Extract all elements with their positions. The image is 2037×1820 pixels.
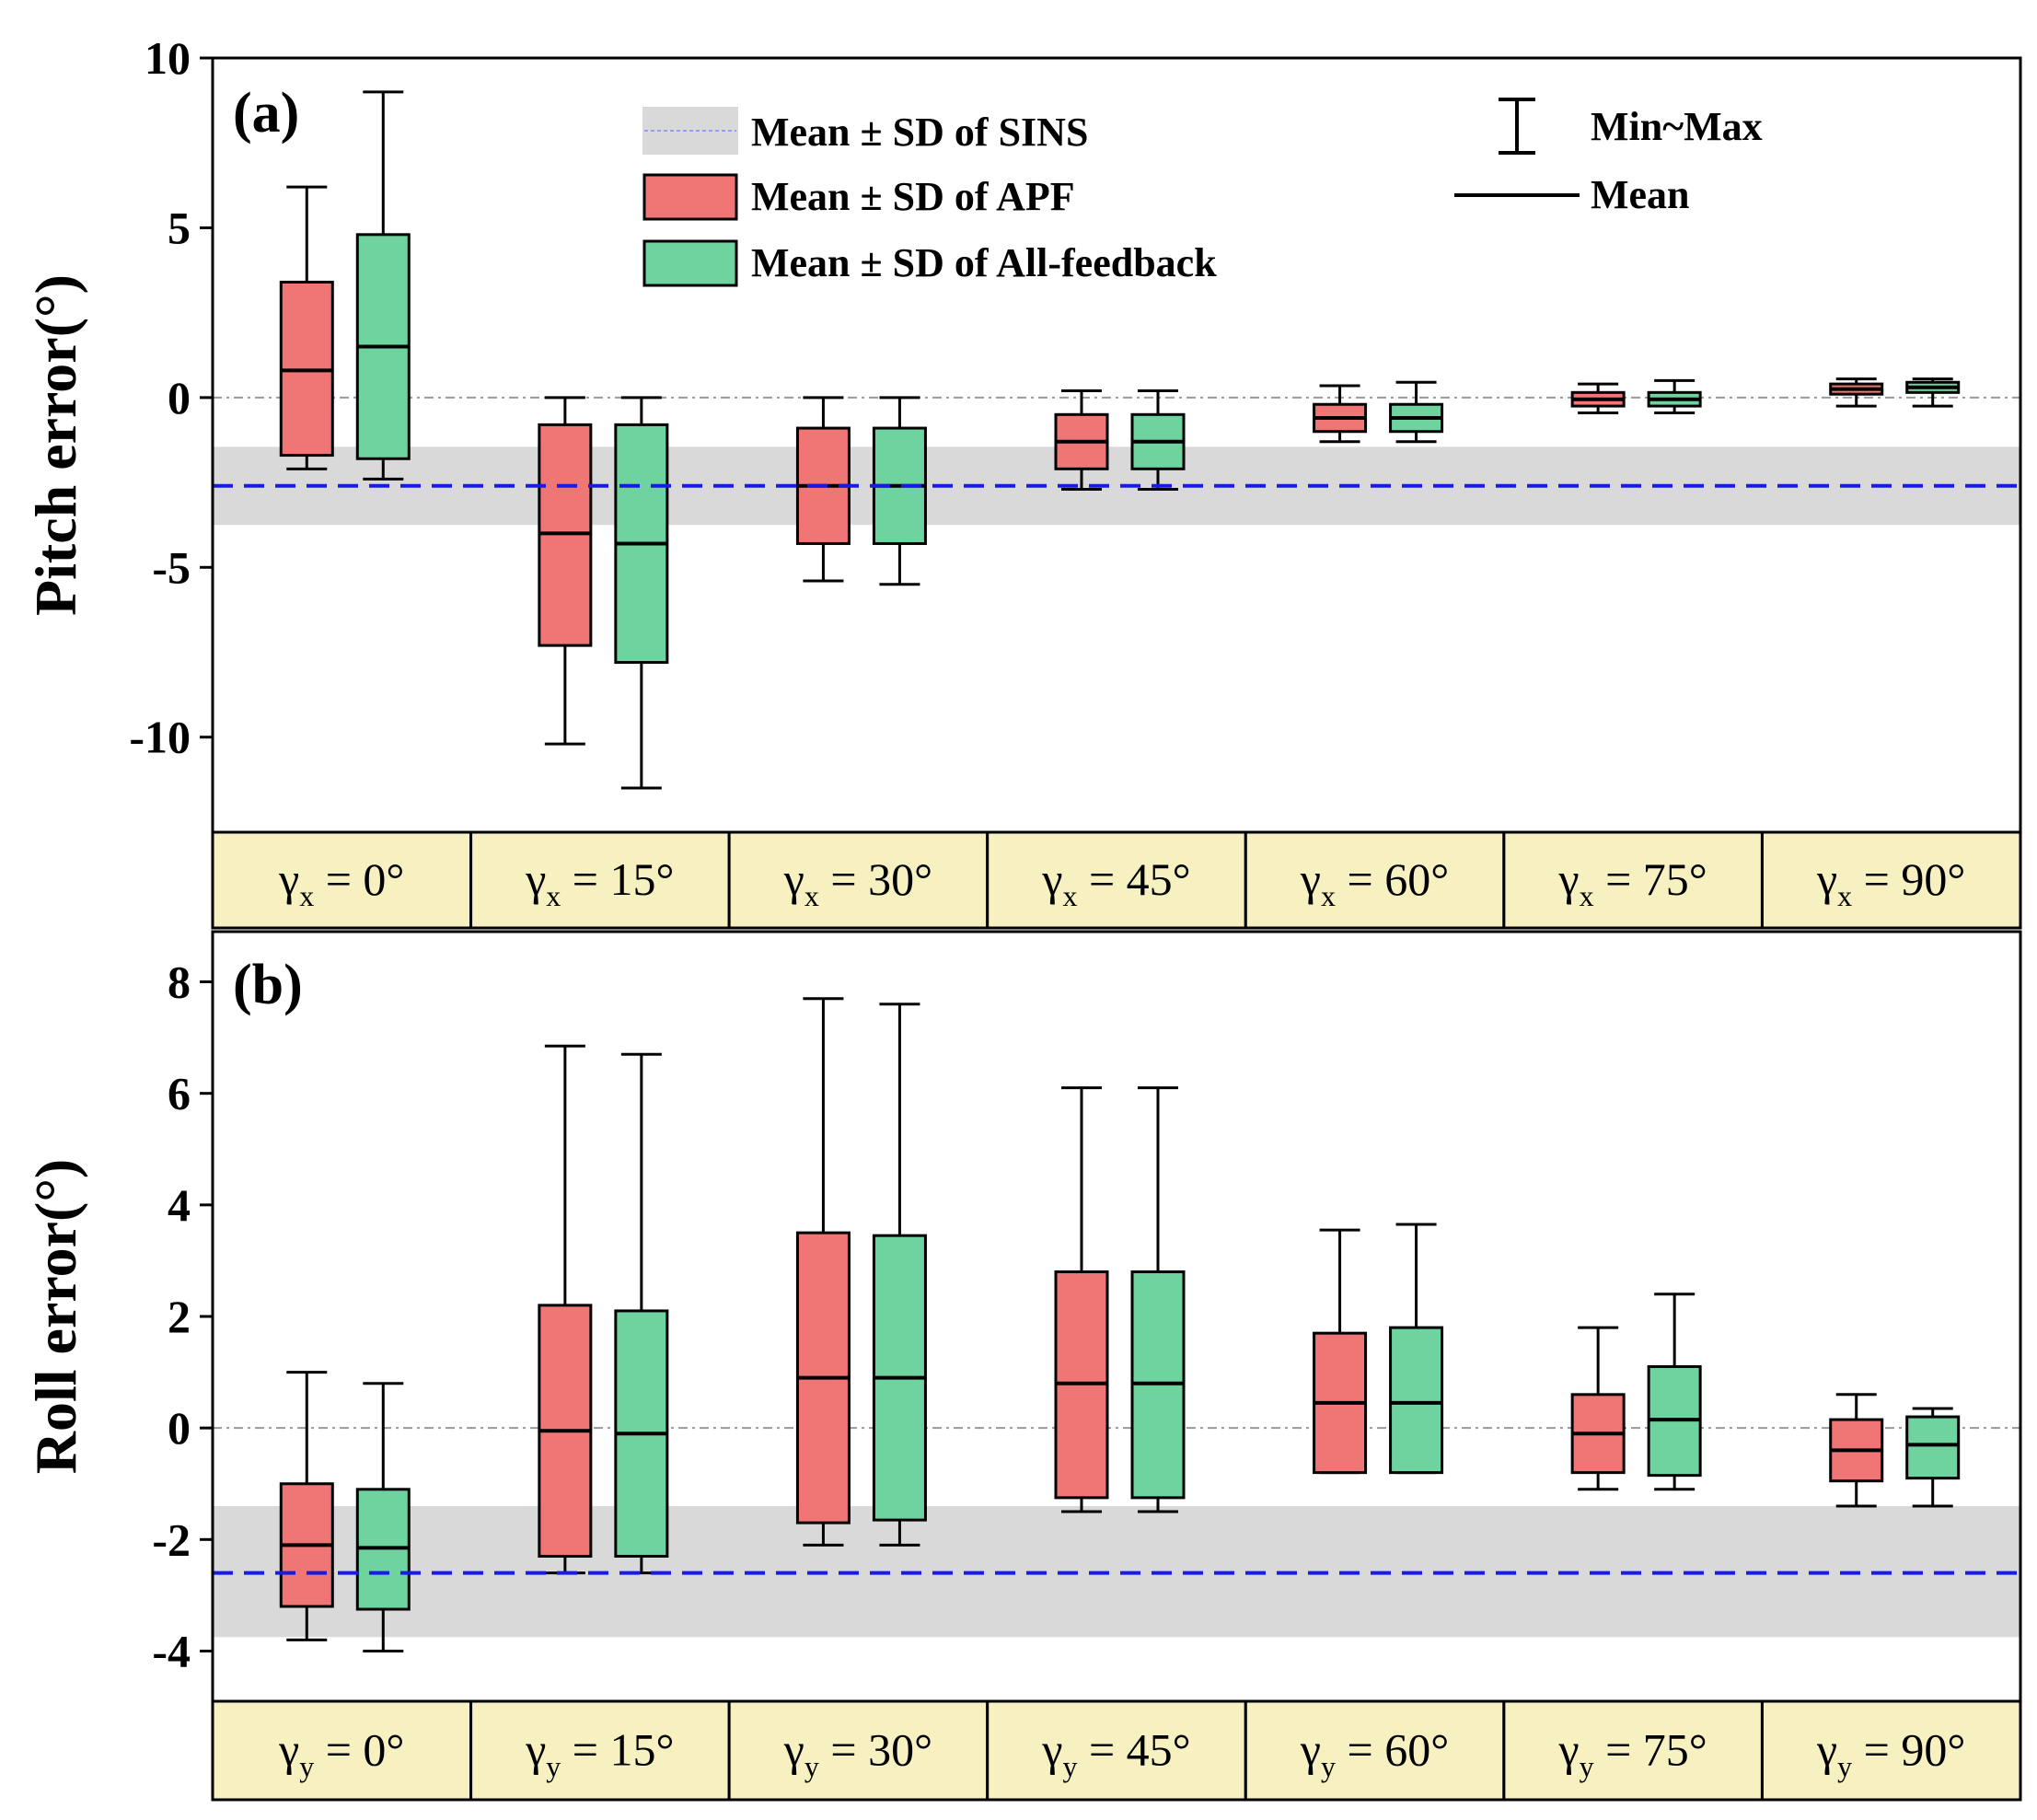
legend-allfeedback-swatch [642,239,738,287]
box-apf-3 [1054,388,1109,491]
box-apf-2 [795,396,851,583]
sd-box [1905,1415,1961,1480]
category-cell-1: γx = 15° [469,830,731,930]
category-cell-bg [211,1699,473,1802]
box-allfeedback-1 [614,396,669,790]
category-label: γy = 45° [1041,1724,1190,1783]
category-label: γx = 75° [1557,853,1707,912]
category-cell-bg [1244,830,1506,930]
box-allfeedback-0 [355,1382,411,1652]
category-cell-bg [211,830,473,930]
category-cell-4: γy = 60° [1244,1699,1506,1802]
y-tick-label: 8 [168,956,191,1008]
category-label: γy = 30° [783,1724,932,1783]
box-allfeedback-5 [1647,378,1702,414]
category-label: γx = 90° [1816,853,1965,912]
box-allfeedback-1 [614,1052,669,1575]
category-label: γy = 60° [1300,1724,1449,1783]
category-label: γx = 15° [525,853,674,912]
category-cell-5: γx = 75° [1502,830,1764,930]
y-axis-label: Roll error(°) [23,1159,88,1474]
category-cell-0: γx = 0° [211,830,473,930]
category-label: γy = 90° [1816,1724,1965,1783]
y-axis-label: Pitch error(°) [23,274,88,616]
plot-frame [211,56,2022,834]
category-label: γx = 30° [783,853,932,912]
category-cell-4: γx = 60° [1244,830,1506,930]
box-apf-0 [279,1371,334,1641]
y-tick-label: 10 [145,32,191,84]
box-apf-4 [1313,1228,1368,1475]
category-label: γx = 45° [1041,853,1190,912]
y-tick-label: -10 [129,712,191,763]
category-cell-3: γy = 45° [986,1699,1247,1802]
y-tick-label: 4 [168,1179,191,1231]
panel-tag: (b) [233,954,303,1016]
category-cell-bg [469,830,731,930]
legend-sins-label: Mean ± SD of SINS [751,110,1088,155]
category-cell-bg [469,1699,731,1802]
box-apf-4 [1313,384,1368,444]
box-allfeedback-6 [1905,1407,1961,1508]
category-cell-bg [727,1699,990,1802]
y-tick-label: 2 [168,1291,191,1342]
box-allfeedback-6 [1905,377,1961,408]
legend-apf-label: Mean ± SD of APF [751,174,1075,219]
category-cell-bg [986,1699,1247,1802]
sd-box [1389,1326,1444,1475]
box-allfeedback-5 [1647,1293,1702,1491]
panel-a-pitch: 10 5 0 -5 -10 Pitch error(°) (a) γx = 0° γx = 15… [23,32,2022,930]
box-allfeedback-4 [1389,1223,1444,1475]
legend-allfeedback-label: Mean ± SD of All-feedback [751,240,1217,285]
category-cell-3: γx = 45° [986,830,1247,930]
category-label: γx = 60° [1300,853,1449,912]
category-label: γy = 15° [525,1724,674,1783]
box-apf-3 [1054,1086,1109,1513]
y-tick-label: 6 [168,1068,191,1119]
box-apf-1 [538,1044,593,1575]
category-cell-5: γy = 75° [1502,1699,1764,1802]
box-apf-5 [1570,382,1626,414]
category-cell-0: γy = 0° [211,1699,473,1802]
legend: Mean ± SD of SINS Mean ± SD of APF Mean … [642,98,1763,287]
box-allfeedback-2 [872,396,927,586]
legend-minmax-label: Min~Max [1591,104,1763,149]
panel-b-roll: 8 6 4 2 0 -2 -4 Roll error(°) (b) γy = 0° γy = 15°… [23,930,2022,1802]
y-tick-label: 0 [168,1402,191,1454]
box-apf-2 [795,997,851,1547]
category-cell-bg [1760,830,2022,930]
category-cell-2: γy = 30° [727,1699,990,1802]
category-cell-2: γx = 30° [727,830,990,930]
box-apf-0 [279,185,334,470]
category-label: γx = 0° [278,853,404,912]
box-allfeedback-0 [355,90,411,481]
category-cell-bg [1760,1699,2022,1802]
box-apf-6 [1829,1393,1884,1508]
category-label: γy = 75° [1557,1724,1707,1783]
box-apf-1 [538,396,593,746]
box-apf-6 [1829,377,1884,408]
y-tick-label: -5 [152,541,191,593]
legend-apf-swatch [642,173,738,221]
y-tick-label: 5 [168,202,191,253]
y-tick-label: -2 [152,1513,191,1565]
legend-mean-label: Mean [1591,172,1690,217]
panel-tag: (a) [233,82,299,145]
category-label: γy = 0° [278,1724,404,1783]
box-allfeedback-2 [872,1003,927,1547]
box-allfeedback-3 [1130,388,1186,491]
category-cell-bg [727,830,990,930]
y-tick-label: 0 [168,372,191,423]
category-cell-bg [1502,1699,1764,1802]
box-allfeedback-3 [1130,1086,1186,1513]
category-cell-1: γy = 15° [469,1699,731,1802]
category-cell-bg [1502,830,1764,930]
category-cell-6: γx = 90° [1760,830,2022,930]
category-cell-6: γy = 90° [1760,1699,2022,1802]
box-allfeedback-4 [1389,380,1444,444]
box-apf-5 [1570,1326,1626,1491]
y-tick-label: -4 [152,1625,191,1676]
legend-minmax-icon [1499,98,1535,155]
